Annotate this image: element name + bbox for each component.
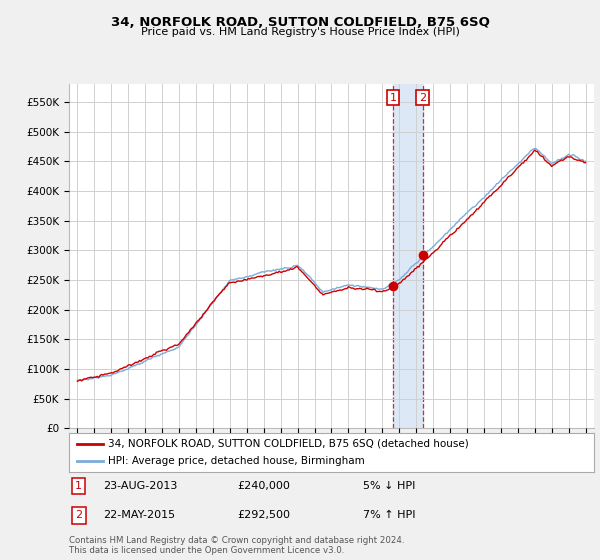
Text: 23-AUG-2013: 23-AUG-2013 (103, 481, 178, 491)
Text: 34, NORFOLK ROAD, SUTTON COLDFIELD, B75 6SQ: 34, NORFOLK ROAD, SUTTON COLDFIELD, B75 … (110, 16, 490, 29)
Text: 34, NORFOLK ROAD, SUTTON COLDFIELD, B75 6SQ (detached house): 34, NORFOLK ROAD, SUTTON COLDFIELD, B75 … (109, 438, 469, 449)
Text: 2: 2 (76, 511, 82, 520)
Text: 5% ↓ HPI: 5% ↓ HPI (363, 481, 415, 491)
Text: 1: 1 (389, 92, 397, 102)
Text: HPI: Average price, detached house, Birmingham: HPI: Average price, detached house, Birm… (109, 456, 365, 466)
Text: Contains HM Land Registry data © Crown copyright and database right 2024.
This d: Contains HM Land Registry data © Crown c… (69, 536, 404, 556)
Text: 1: 1 (76, 481, 82, 491)
Text: £240,000: £240,000 (237, 481, 290, 491)
Text: 2: 2 (419, 92, 426, 102)
Text: Price paid vs. HM Land Registry's House Price Index (HPI): Price paid vs. HM Land Registry's House … (140, 27, 460, 37)
Text: 7% ↑ HPI: 7% ↑ HPI (363, 511, 415, 520)
Bar (393, 84, 422, 428)
Text: £292,500: £292,500 (237, 511, 290, 520)
Text: 22-MAY-2015: 22-MAY-2015 (103, 511, 175, 520)
